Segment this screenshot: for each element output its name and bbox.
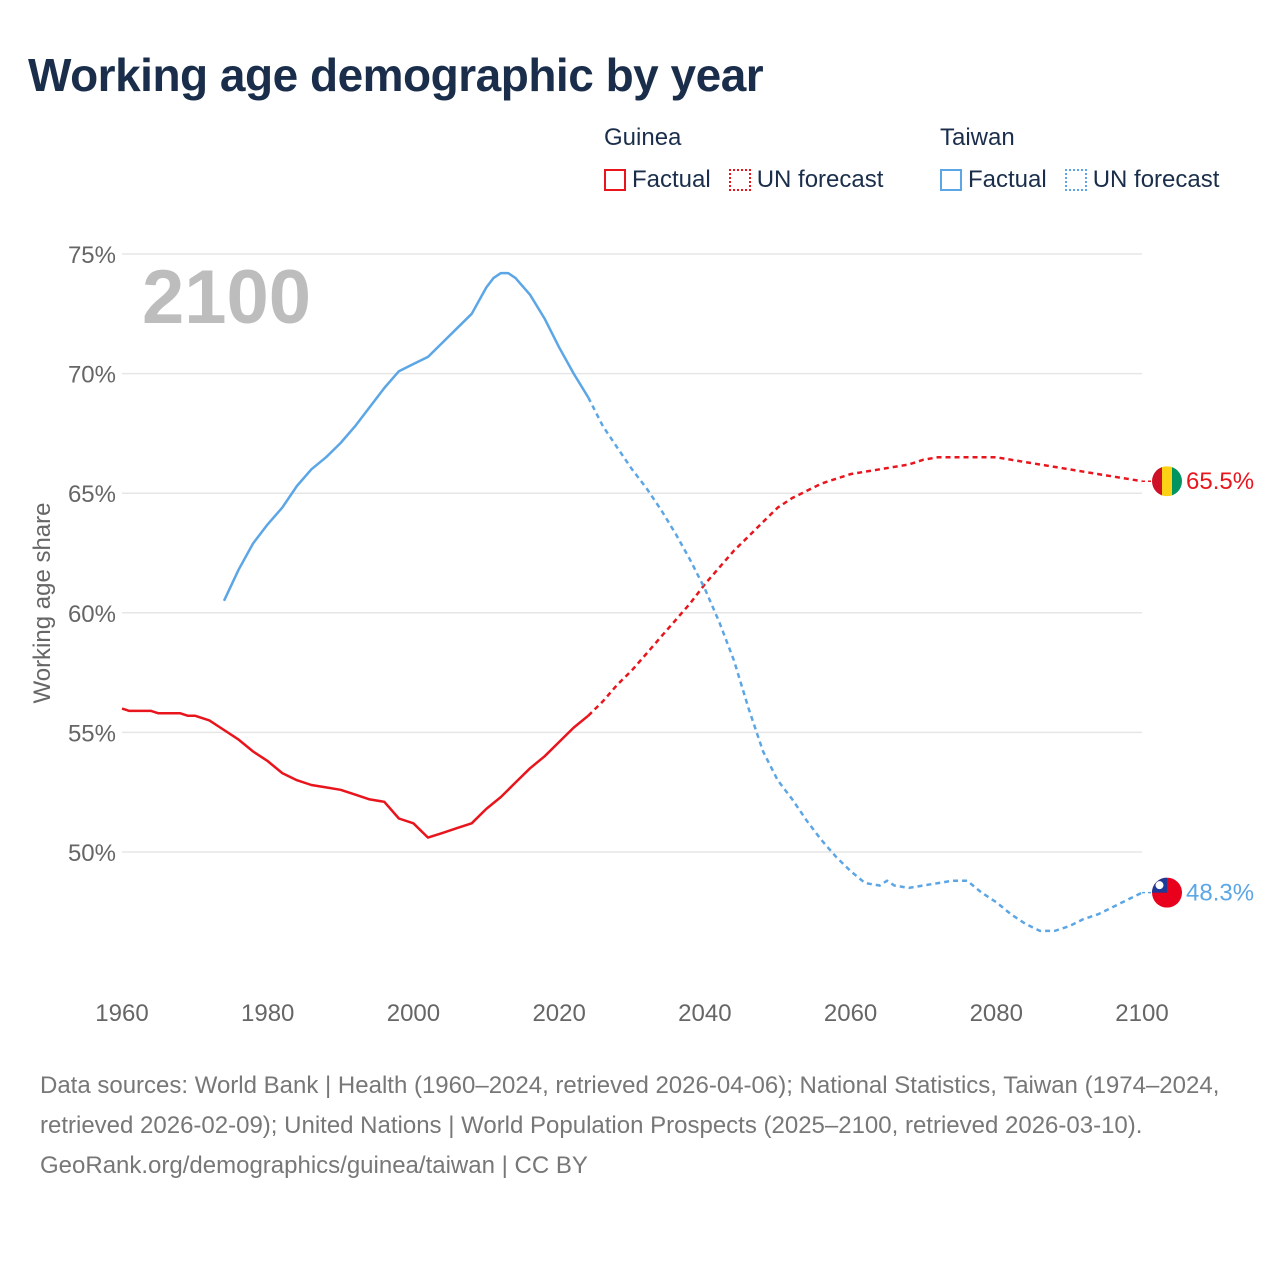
series-line-guinea-forecast[interactable] bbox=[587, 456, 1143, 717]
end-value-label: 48.3% bbox=[1186, 880, 1254, 907]
chart-title: Working age demographic by year bbox=[28, 49, 764, 101]
grid-lines bbox=[122, 253, 1142, 853]
year-watermark: 2100 bbox=[142, 255, 311, 340]
x-tick-label: 2020 bbox=[532, 1000, 585, 1027]
legend-swatch-dotted bbox=[728, 169, 751, 191]
legend-label: Factual bbox=[968, 166, 1047, 193]
x-tick-label: 2100 bbox=[1115, 1000, 1168, 1027]
y-tick-label: 65% bbox=[68, 481, 116, 508]
series-line-guinea-factual[interactable] bbox=[121, 707, 590, 839]
series-line-taiwan-factual[interactable] bbox=[222, 271, 590, 602]
x-tick-label: 2080 bbox=[970, 1000, 1023, 1027]
line-chart: 50% 55% 60% 65% 70% 75% 1960 1980 2000 2020 2040 2… bbox=[29, 242, 1254, 1027]
data-sources: Data sources: World Bank | Health (1960–… bbox=[40, 1072, 1220, 1139]
legend-label: UN forecast bbox=[1092, 166, 1220, 193]
flag-taiwan-icon bbox=[1152, 877, 1182, 908]
y-axis-label: Working age share bbox=[29, 503, 56, 704]
x-tick-label: 2000 bbox=[387, 1000, 440, 1027]
y-tick-label: 50% bbox=[68, 840, 116, 867]
x-tick-label: 1960 bbox=[95, 1000, 148, 1027]
legend-group-name: Taiwan bbox=[940, 124, 1015, 151]
series-layer bbox=[121, 271, 1143, 933]
attribution-link[interactable]: GeoRank.org/demographics/guinea/taiwan |… bbox=[40, 1152, 588, 1179]
legend-item-taiwan-forecast[interactable]: UN forecast bbox=[1064, 166, 1220, 194]
legend-item-guinea-forecast[interactable]: UN forecast bbox=[728, 166, 884, 194]
legend-swatch-solid bbox=[604, 169, 626, 191]
y-tick-label: 55% bbox=[68, 720, 116, 747]
legend-label: UN forecast bbox=[756, 166, 884, 193]
x-tick-label: 2060 bbox=[824, 1000, 877, 1027]
legend-group-guinea: Guinea Factual UN forecast bbox=[604, 124, 883, 194]
legend-item-taiwan-factual[interactable]: Factual bbox=[940, 166, 1047, 194]
y-tick-label: 70% bbox=[68, 362, 116, 389]
legend-group-name: Guinea bbox=[604, 124, 682, 151]
flag-guinea-icon bbox=[1152, 466, 1182, 497]
y-axis-ticks: 50% 55% 60% 65% 70% 75% bbox=[68, 242, 116, 867]
y-tick-label: 75% bbox=[68, 242, 116, 269]
legend-label: Factual bbox=[632, 166, 711, 193]
x-tick-label: 1980 bbox=[241, 1000, 294, 1027]
end-value-label: 65.5% bbox=[1186, 468, 1254, 495]
series-line-taiwan-forecast[interactable] bbox=[587, 396, 1143, 933]
end-markers: 65.5% 48.3% bbox=[1142, 466, 1254, 908]
legend-item-guinea-factual[interactable]: Factual bbox=[604, 166, 711, 194]
y-tick-label: 60% bbox=[68, 601, 116, 628]
footer: Data sources: World Bank | Health (1960–… bbox=[40, 1066, 1240, 1186]
x-axis-ticks: 1960 1980 2000 2020 2040 2060 2080 2100 bbox=[95, 1000, 1168, 1027]
legend-group-taiwan: Taiwan Factual UN forecast bbox=[940, 124, 1219, 194]
x-tick-label: 2040 bbox=[678, 1000, 731, 1027]
legend-swatch-dotted bbox=[1064, 169, 1087, 191]
legend-swatch-solid bbox=[940, 169, 962, 191]
